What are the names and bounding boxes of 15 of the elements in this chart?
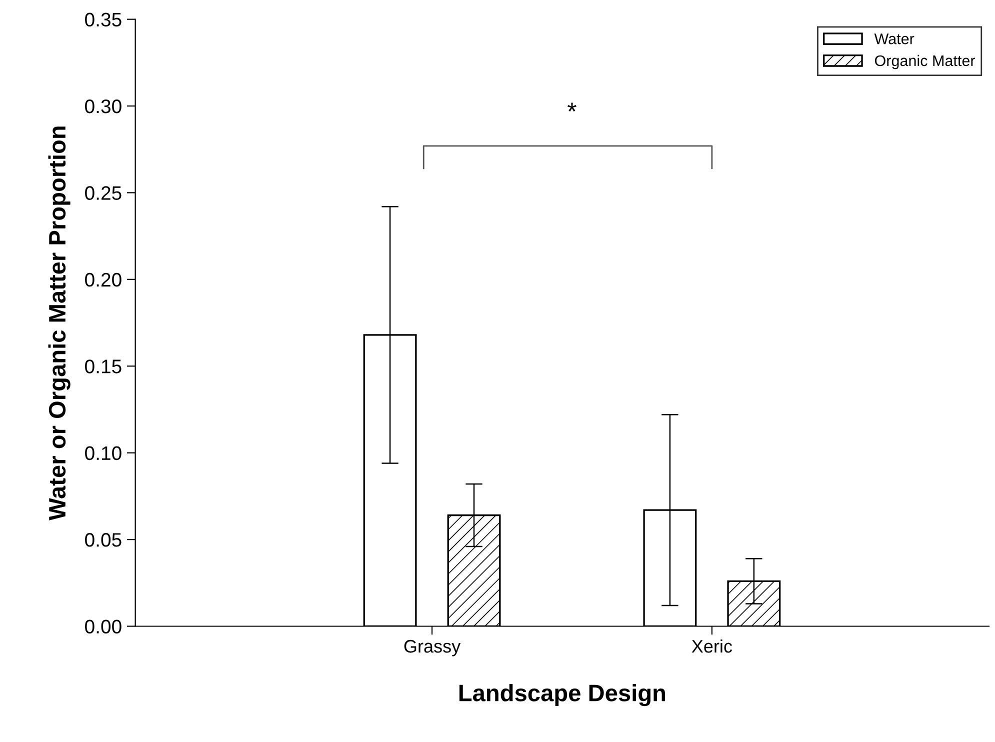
y-tick-label: 0.00: [85, 620, 122, 634]
y-tick-label: 0.20: [85, 272, 122, 287]
x-tick-label: Grassy: [404, 640, 461, 656]
y-tick-label: 0.05: [85, 533, 122, 547]
y-tick-label: 0.15: [85, 360, 122, 374]
y-tick-label: 0.35: [85, 12, 122, 27]
legend-label: Water: [874, 34, 914, 44]
y-tick-label: 0.25: [85, 186, 122, 200]
legend-label: Organic Matter: [874, 54, 976, 70]
x-tick-label: Xeric: [692, 639, 732, 653]
y-axis-title: Water or Organic Matter Proportion: [48, 126, 70, 520]
y-tick-label: 0.30: [85, 99, 122, 114]
x-axis-title: Landscape Design: [459, 684, 666, 706]
y-tick-label: 0.10: [85, 446, 122, 460]
annotation: *: [568, 102, 576, 112]
